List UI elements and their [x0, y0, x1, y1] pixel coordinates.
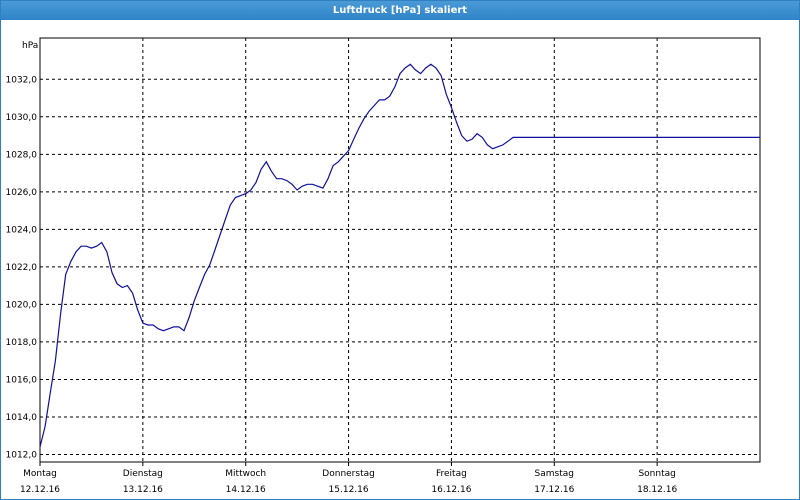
y-ticks: 1012,0 1014,0 1016,0 1018,0 1020,0 1022,0 1024…: [6, 75, 38, 460]
x-tick-date: 14.12.16: [226, 485, 266, 495]
x-ticks: Montag 12.12.16 Dienstag 13.12.16 Mittwoch 14…: [20, 462, 677, 495]
x-tick-date: 13.12.16: [123, 485, 163, 495]
y-tick-label: 1020,0: [6, 300, 38, 310]
grid: [40, 38, 760, 462]
y-tick-label: 1032,0: [6, 75, 38, 85]
x-tick-day: Mittwoch: [225, 469, 266, 479]
x-tick-day: Samstag: [535, 469, 574, 479]
x-tick-day: Freitag: [436, 469, 467, 479]
x-tick-date: 18.12.16: [637, 485, 677, 495]
y-tick-label: 1028,0: [6, 150, 38, 160]
y-tick-label: 1012,0: [6, 450, 38, 460]
y-tick-label: 1030,0: [6, 113, 38, 123]
x-tick-day: Donnerstag: [322, 469, 375, 479]
y-tick-label: 1018,0: [6, 338, 38, 348]
pressure-line: [39, 63, 760, 448]
y-tick-label: 1024,0: [6, 225, 38, 235]
x-tick-day: Sonntag: [638, 469, 675, 479]
y-tick-label: 1014,0: [6, 413, 38, 423]
x-tick-date: 17.12.16: [534, 485, 574, 495]
y-tick-label: 1016,0: [6, 375, 38, 385]
chart-title: Luftdruck [hPa] skaliert: [1, 1, 799, 20]
x-tick-date: 15.12.16: [329, 485, 369, 495]
x-tick-date: 12.12.16: [20, 485, 60, 495]
y-axis-label: hPa: [22, 41, 38, 51]
x-tick-day: Montag: [23, 469, 57, 479]
x-tick-day: Dienstag: [123, 469, 163, 479]
plot-area: [39, 37, 761, 463]
y-tick-label: 1026,0: [6, 188, 38, 198]
y-tick-label: 1022,0: [6, 263, 38, 273]
x-tick-date: 16.12.16: [431, 485, 471, 495]
